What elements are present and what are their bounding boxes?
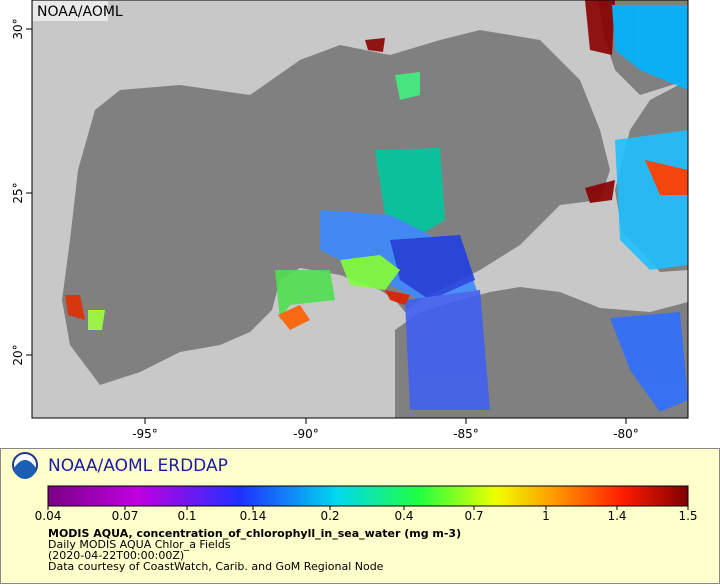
colorbar-label: 0.2	[320, 509, 339, 523]
colorbar-label: 1	[542, 509, 550, 523]
x-tick-label: -80°	[613, 427, 639, 441]
chlorophyll-patches	[65, 0, 688, 412]
patch	[385, 290, 410, 305]
x-tick-label: -95°	[132, 427, 158, 441]
patch	[405, 290, 490, 410]
patch	[65, 295, 85, 320]
patch	[88, 310, 105, 330]
axes: -95° -90° -85° -80° 20° 25° 30°	[11, 18, 639, 441]
colorbar-ticks: 0.04 0.07 0.1 0.14 0.2 0.4 0.7 1 1.4 1.5	[35, 506, 698, 523]
noaa-logo	[12, 452, 38, 479]
legend-credit: Data courtesy of CoastWatch, Carib. and …	[48, 560, 384, 573]
colorbar-label: 1.5	[678, 509, 697, 523]
legend-dataset: Daily MODIS AQUA Chlor_a Fields	[48, 538, 231, 551]
colorbar-label: 0.07	[112, 509, 139, 523]
map-frame	[31, 0, 689, 419]
patch	[612, 5, 688, 90]
x-tick-label: -90°	[293, 427, 319, 441]
colorbar-label: 0.4	[394, 509, 413, 523]
colorbar-label: 0.14	[240, 509, 267, 523]
legend-title: NOAA/AOML ERDDAP	[48, 456, 228, 476]
patch	[395, 72, 420, 100]
patch	[375, 148, 445, 235]
colorbar	[47, 485, 689, 507]
watermark: NOAA/AOML	[37, 4, 123, 20]
patch	[615, 130, 688, 270]
colorbar-label: 0.04	[35, 509, 62, 523]
colorbar-label: 0.7	[464, 509, 483, 523]
watermark-bg	[33, 1, 108, 21]
patch	[645, 160, 688, 195]
patch	[365, 38, 385, 52]
map: NOAA/AOML	[31, 0, 689, 419]
patch	[585, 180, 615, 203]
y-tick-label: 30°	[11, 18, 25, 39]
patch	[585, 0, 615, 55]
patch	[340, 255, 400, 290]
patch	[278, 305, 310, 330]
colorbar-label: 1.4	[607, 509, 626, 523]
patch	[390, 235, 475, 300]
gulf-water	[62, 30, 610, 385]
patch	[275, 270, 335, 320]
logo-wave	[14, 460, 36, 479]
legend-variable: MODIS AQUA, concentration_of_chlorophyll…	[48, 527, 461, 540]
y-tick-label: 25°	[11, 182, 25, 203]
legend-panel	[0, 448, 720, 584]
patch	[610, 312, 688, 412]
y-tick-label: 20°	[11, 344, 25, 365]
x-tick-label: -85°	[453, 427, 479, 441]
legend-time: (2020-04-22T00:00:00Z)	[48, 549, 184, 562]
colorbar-label: 0.1	[177, 509, 196, 523]
